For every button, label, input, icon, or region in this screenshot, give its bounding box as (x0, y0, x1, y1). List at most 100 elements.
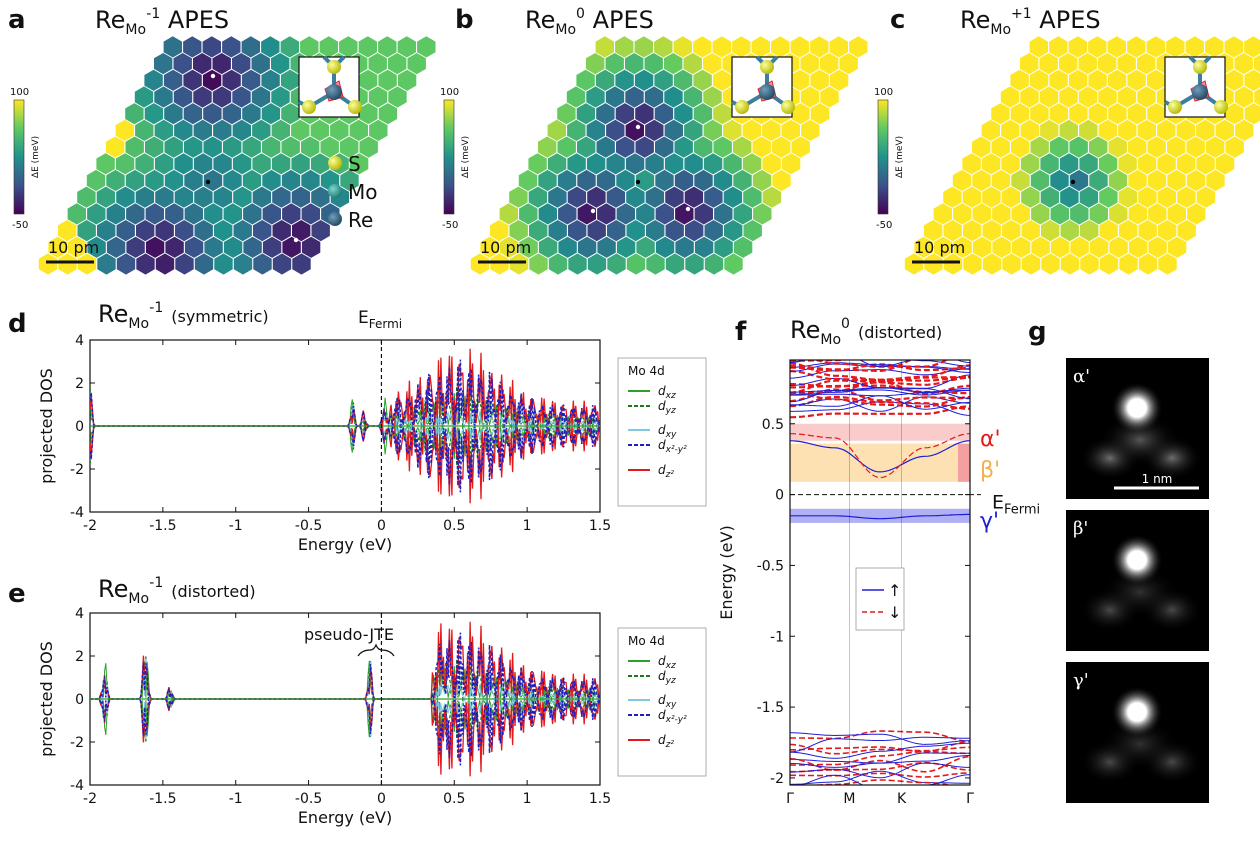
band-line (790, 742, 970, 759)
band-line (790, 740, 970, 753)
apes-cell (1050, 236, 1070, 258)
apes-cell (646, 220, 665, 242)
apes-cell (1039, 86, 1059, 108)
apes-cell (96, 186, 116, 208)
apes-cell (1078, 53, 1097, 75)
apes-cell (145, 169, 164, 192)
apes-cell (193, 86, 212, 108)
apes-cell (126, 203, 145, 225)
apes-cell (790, 36, 809, 58)
apes-cell (683, 53, 702, 75)
apes-cell (223, 136, 242, 158)
band-line (790, 376, 970, 388)
apes-cell (694, 203, 713, 225)
apes-cell (962, 186, 982, 208)
image-label: β' (1073, 518, 1088, 539)
apes-cell (1059, 119, 1078, 141)
apes-cell (233, 220, 252, 242)
apes-cell (1098, 153, 1118, 175)
band-line (790, 362, 970, 373)
apes-cell (645, 119, 664, 141)
apes-cell (733, 236, 753, 258)
legend-entry: dz² (658, 463, 674, 480)
apes-cell (577, 136, 596, 158)
band-line (790, 395, 970, 410)
apes-cell (684, 186, 704, 208)
apes-cell (77, 186, 96, 208)
x-tick-label: 1 (523, 518, 532, 534)
apes-cell (261, 36, 280, 58)
apes-cell (184, 236, 204, 258)
apes-cell (378, 103, 398, 125)
apes-cell (58, 220, 77, 242)
apes-cell (369, 119, 388, 141)
apes-cell (106, 236, 126, 258)
legend-entry: dz² (658, 733, 674, 750)
legend-entry: dxz (658, 654, 676, 671)
apes-cell (586, 119, 605, 141)
panel-letter-c: c (890, 5, 905, 35)
apes-cell (547, 119, 566, 141)
panel-letter-f: f (735, 317, 747, 347)
apes-cell (175, 220, 194, 242)
apes-cell (194, 186, 213, 208)
y-axis-label: projected DOS (37, 368, 56, 484)
apes-cell (1059, 153, 1079, 175)
apes-cell (349, 153, 369, 175)
structure-inset-c (1164, 55, 1228, 118)
y-tick-label: 4 (75, 333, 84, 349)
apes-cell (1098, 86, 1117, 108)
apes-cell (607, 253, 626, 275)
apes-cell (810, 69, 829, 91)
apes-marker (685, 206, 691, 212)
apes-cell (586, 53, 605, 75)
apes-cell (626, 220, 645, 242)
apes-cell (203, 169, 223, 192)
apes-cell (654, 36, 673, 58)
apes-cell (1109, 203, 1128, 225)
x-tick-label: 1.5 (589, 518, 611, 534)
apes-cell (134, 86, 154, 108)
apes-cell (991, 136, 1010, 158)
apes-cell (1215, 153, 1235, 175)
apes-cell (183, 36, 202, 58)
apes-cell (518, 169, 538, 192)
apes-cell (1107, 36, 1126, 58)
apes-cell (1215, 119, 1234, 141)
apes-cell (665, 186, 684, 208)
apes-cell (616, 203, 635, 225)
apes-cell (675, 203, 694, 225)
apes-cell (470, 253, 490, 275)
apes-cell (349, 119, 368, 141)
wavefunction-images: α' β' γ' 1 nm (1066, 358, 1209, 803)
apes-cell (1158, 220, 1177, 242)
band-line (790, 360, 913, 367)
apes-cell (839, 53, 858, 75)
apes-marker (210, 73, 216, 79)
apes-cell (742, 153, 762, 175)
band-line (790, 755, 970, 773)
apes-cell (1011, 203, 1030, 225)
apes-cell (233, 253, 253, 275)
apes-cell (1119, 220, 1138, 242)
apes-cell (732, 36, 751, 58)
apes-cell (87, 236, 106, 258)
legend-entry: dxz (658, 384, 676, 401)
apes-cell (212, 53, 231, 75)
apes-cell (703, 119, 722, 141)
apes-marker (293, 237, 299, 243)
apes-cell (1010, 69, 1029, 91)
apes-cell (291, 186, 311, 208)
apes-cell (77, 220, 96, 242)
pseudo-jte-brace (357, 643, 395, 657)
panel-letter-e: e (8, 579, 26, 609)
apes-cell (115, 119, 134, 141)
apes-cell (626, 253, 646, 275)
apes-cell (1177, 220, 1196, 242)
apes-cell (762, 153, 781, 175)
apes-cell (607, 220, 626, 242)
apes-cell (547, 153, 567, 175)
apes-cell (576, 103, 596, 125)
apes-cell (38, 253, 58, 275)
apes-cell (1041, 220, 1060, 242)
